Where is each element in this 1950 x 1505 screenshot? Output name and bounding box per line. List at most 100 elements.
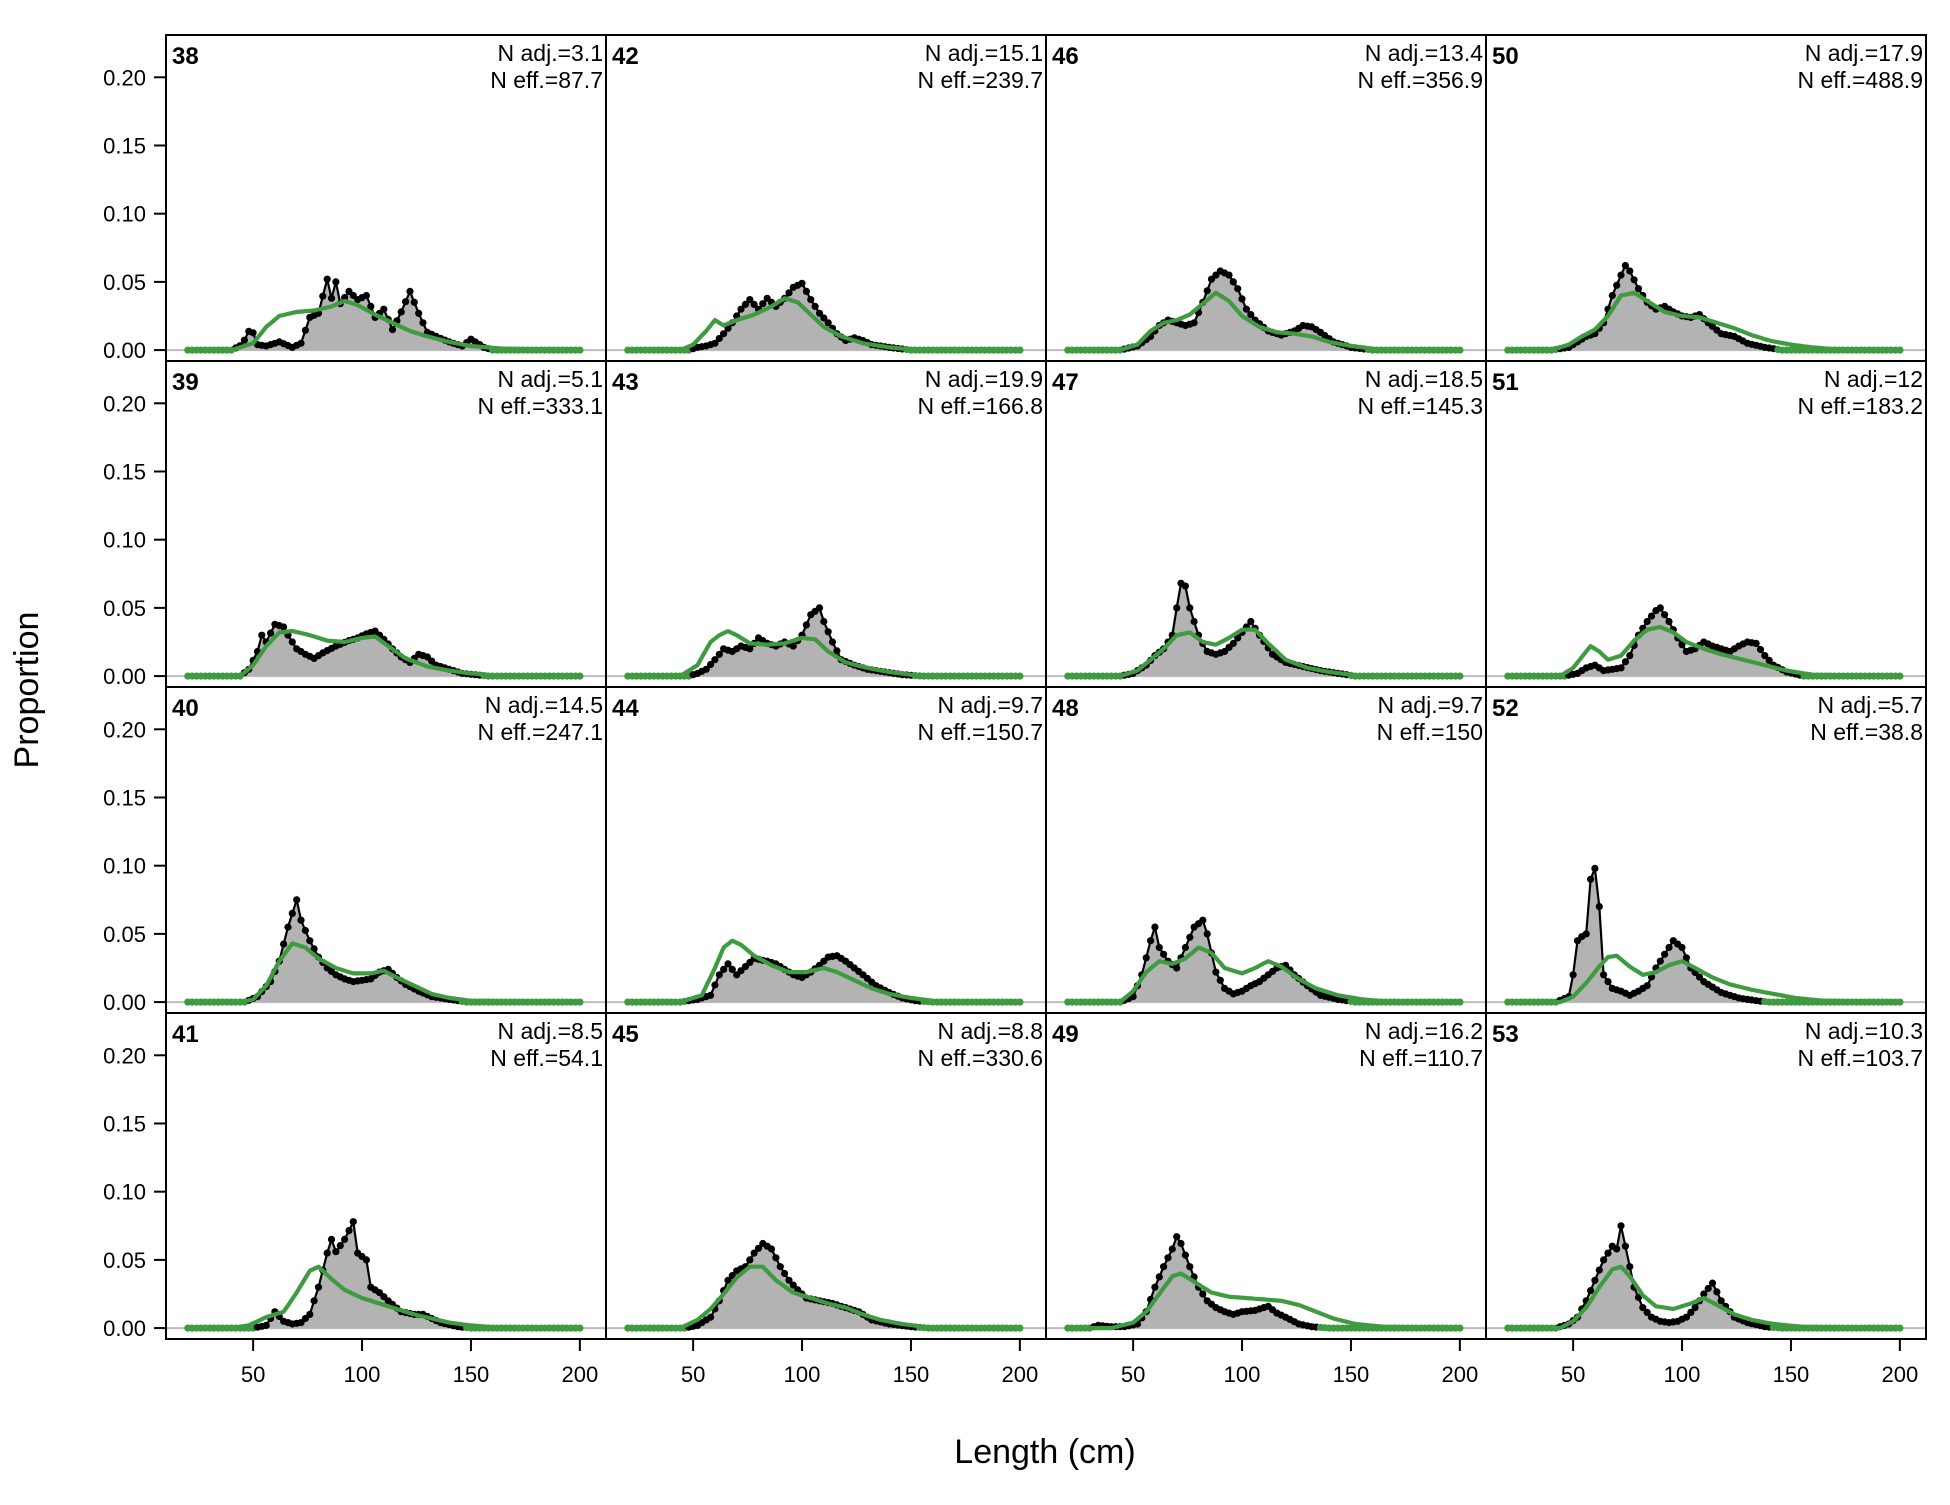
y-tick-label: 0.05 bbox=[103, 596, 146, 621]
observed-point bbox=[336, 1242, 344, 1250]
expected-line bbox=[1067, 1271, 1460, 1331]
observed-point bbox=[1190, 319, 1198, 327]
observed-point bbox=[1626, 1263, 1634, 1271]
panel-year-label: 51 bbox=[1492, 369, 1519, 396]
observed-point bbox=[402, 298, 410, 306]
n-eff-label: N eff.=330.6 bbox=[917, 1045, 1043, 1071]
panel-51: 51 N adj.=12N eff.=183.2 bbox=[1485, 360, 1927, 688]
panel-year-label: 39 bbox=[172, 369, 199, 396]
observed-point bbox=[280, 623, 288, 631]
observed-point bbox=[1591, 864, 1599, 873]
n-adj-label: N adj.=17.9 bbox=[1805, 40, 1923, 66]
observed-point bbox=[310, 1297, 318, 1305]
observed-point bbox=[1234, 634, 1242, 642]
observed-point bbox=[1621, 1242, 1629, 1250]
expected-line bbox=[1507, 1264, 1900, 1331]
observed-point bbox=[1608, 291, 1616, 300]
x-tick-label: 50 bbox=[681, 1362, 705, 1387]
y-tick-label: 0.15 bbox=[103, 133, 146, 158]
expected-line bbox=[187, 298, 580, 353]
observed-area bbox=[1067, 271, 1460, 351]
n-adj-label: N adj.=18.5 bbox=[1365, 366, 1483, 392]
observed-point bbox=[306, 1310, 314, 1318]
observed-point bbox=[1682, 1313, 1690, 1321]
observed-point bbox=[267, 629, 275, 637]
expected-line bbox=[1507, 624, 1900, 679]
observed-points bbox=[1504, 864, 1904, 1006]
observed-point bbox=[1634, 285, 1643, 293]
y-tick-label: 0.00 bbox=[103, 1316, 146, 1341]
panel-43: 43 N adj.=19.9N eff.=166.8 bbox=[605, 360, 1047, 688]
n-eff-label: N eff.=183.2 bbox=[1797, 393, 1923, 419]
observed-point bbox=[1617, 1222, 1625, 1230]
observed-point bbox=[1752, 639, 1760, 648]
n-eff-label: N eff.=150.7 bbox=[917, 719, 1043, 745]
observed-point bbox=[715, 971, 723, 979]
y-tick-label: 0.00 bbox=[103, 338, 146, 363]
observed-area bbox=[627, 607, 1020, 677]
observed-point bbox=[1687, 1308, 1695, 1316]
observed-point bbox=[1181, 1251, 1189, 1259]
observed-point bbox=[362, 1256, 370, 1264]
observed-point bbox=[323, 275, 331, 283]
observed-point bbox=[785, 1276, 793, 1284]
n-eff-label: N eff.=356.9 bbox=[1357, 67, 1483, 93]
observed-point bbox=[1168, 1245, 1176, 1253]
panel-year-label: 38 bbox=[172, 43, 199, 70]
observed-point bbox=[1181, 943, 1189, 952]
y-tick-label: 0.20 bbox=[103, 391, 146, 416]
x-tick-label: 150 bbox=[1773, 1362, 1810, 1387]
observed-point bbox=[1216, 976, 1224, 984]
observed-point bbox=[1613, 281, 1621, 289]
observed-point bbox=[781, 1269, 789, 1278]
expected-line bbox=[1507, 953, 1900, 1005]
observed-point bbox=[301, 326, 309, 334]
panel-46: 46 N adj.=13.4N eff.=356.9 bbox=[1045, 34, 1487, 362]
x-tick-label: 200 bbox=[1002, 1362, 1039, 1387]
panel-border bbox=[1485, 1012, 1927, 1340]
y-tick-label: 0.10 bbox=[103, 528, 146, 553]
observed-point bbox=[737, 305, 745, 313]
observed-point bbox=[824, 628, 832, 636]
observed-point bbox=[1591, 1276, 1599, 1284]
observed-point bbox=[1247, 311, 1255, 319]
n-adj-label: N adj.=3.1 bbox=[498, 40, 604, 66]
observed-point bbox=[258, 631, 266, 639]
observed-point bbox=[707, 660, 715, 669]
observed-point bbox=[1626, 267, 1634, 275]
observed-point bbox=[415, 309, 423, 317]
observed-point bbox=[724, 960, 732, 968]
observed-point bbox=[1621, 261, 1629, 270]
observed-point bbox=[297, 916, 305, 924]
observed-point bbox=[341, 1235, 349, 1243]
panel-year-label: 52 bbox=[1492, 695, 1519, 722]
panel-47: 47 N adj.=18.5N eff.=145.3 bbox=[1045, 360, 1487, 688]
observed-point bbox=[262, 1321, 270, 1329]
observed-point bbox=[741, 300, 750, 308]
observed-point bbox=[824, 319, 832, 327]
observed-point bbox=[1643, 617, 1651, 626]
observed-point bbox=[288, 638, 296, 646]
observed-point bbox=[1229, 639, 1237, 648]
observed-point bbox=[349, 1218, 357, 1226]
observed-point bbox=[1761, 652, 1769, 660]
observed-point bbox=[1678, 641, 1686, 649]
observed-point bbox=[345, 1227, 353, 1235]
observed-point bbox=[789, 642, 797, 650]
n-adj-label: N adj.=10.3 bbox=[1805, 1018, 1923, 1044]
observed-point bbox=[362, 291, 370, 300]
observed-point bbox=[1587, 1287, 1595, 1295]
n-adj-label: N adj.=14.5 bbox=[485, 692, 603, 718]
y-tick-label: 0.20 bbox=[103, 1043, 146, 1068]
panel-year-label: 41 bbox=[172, 1021, 199, 1048]
observed-point bbox=[711, 339, 719, 347]
n-adj-label: N adj.=5.1 bbox=[498, 366, 604, 392]
x-tick-label: 50 bbox=[1561, 1362, 1585, 1387]
observed-point bbox=[1765, 656, 1773, 665]
observed-point bbox=[240, 336, 248, 344]
observed-point bbox=[815, 604, 824, 612]
observed-point bbox=[301, 926, 309, 935]
observed-point bbox=[1700, 1290, 1708, 1298]
observed-point bbox=[820, 617, 828, 626]
expected-line bbox=[1507, 290, 1900, 353]
